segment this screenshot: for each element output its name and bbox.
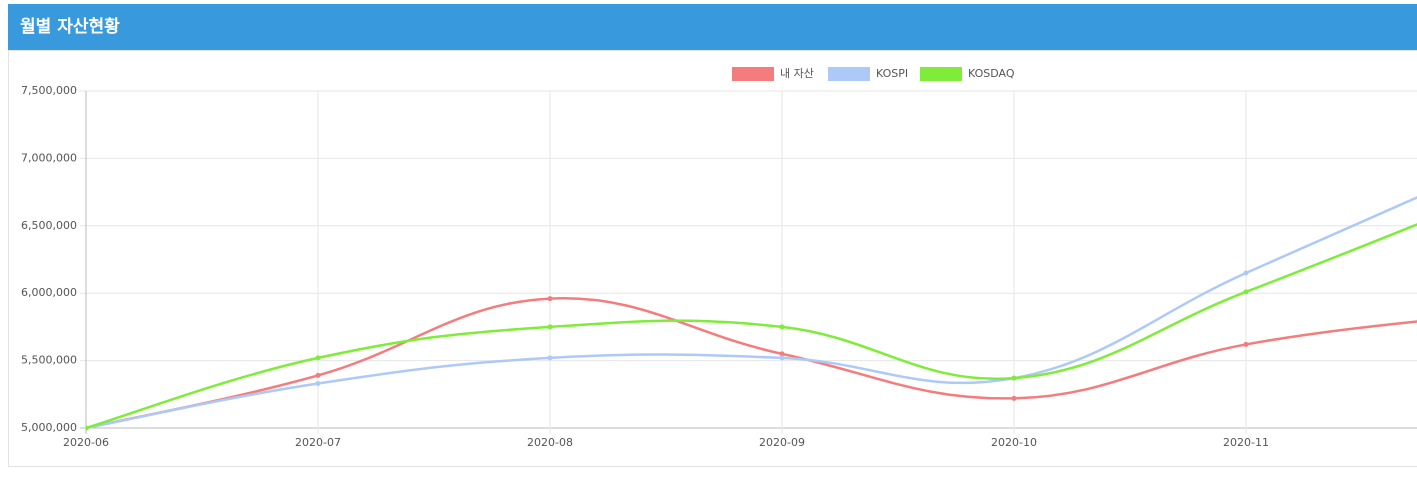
- point: [548, 296, 553, 301]
- legend-swatch: [732, 67, 774, 81]
- y-tick-label: 7,500,000: [21, 84, 77, 97]
- card: [9, 51, 1417, 467]
- point: [1012, 396, 1017, 401]
- point: [1012, 376, 1017, 381]
- x-tick-label: 2020-11: [1223, 436, 1269, 449]
- point: [1244, 289, 1249, 294]
- legend-swatch: [828, 67, 870, 81]
- point: [780, 355, 785, 360]
- chart-title: 월별 자산현황: [20, 17, 120, 37]
- y-tick-label: 5,000,000: [21, 421, 77, 434]
- y-tick-label: 5,500,000: [21, 354, 77, 367]
- legend-label: KOSPI: [876, 67, 908, 80]
- legend-label: 내 자산: [780, 67, 814, 80]
- point: [316, 355, 321, 360]
- y-tick-label: 6,000,000: [21, 286, 77, 299]
- point: [1244, 342, 1249, 347]
- point: [1244, 270, 1249, 275]
- point: [548, 324, 553, 329]
- point: [316, 373, 321, 378]
- x-tick-label: 2020-07: [295, 436, 341, 449]
- x-tick-label: 2020-09: [759, 436, 805, 449]
- x-tick-label: 2020-06: [63, 436, 109, 449]
- legend-swatch: [920, 67, 962, 81]
- y-tick-label: 6,500,000: [21, 219, 77, 232]
- x-tick-label: 2020-08: [527, 436, 573, 449]
- point: [316, 381, 321, 386]
- point: [780, 324, 785, 329]
- x-tick-label: 2020-10: [991, 436, 1037, 449]
- legend-label: KOSDAQ: [968, 67, 1015, 80]
- y-tick-label: 7,000,000: [21, 151, 77, 164]
- point: [548, 355, 553, 360]
- header-bar: [8, 4, 1417, 50]
